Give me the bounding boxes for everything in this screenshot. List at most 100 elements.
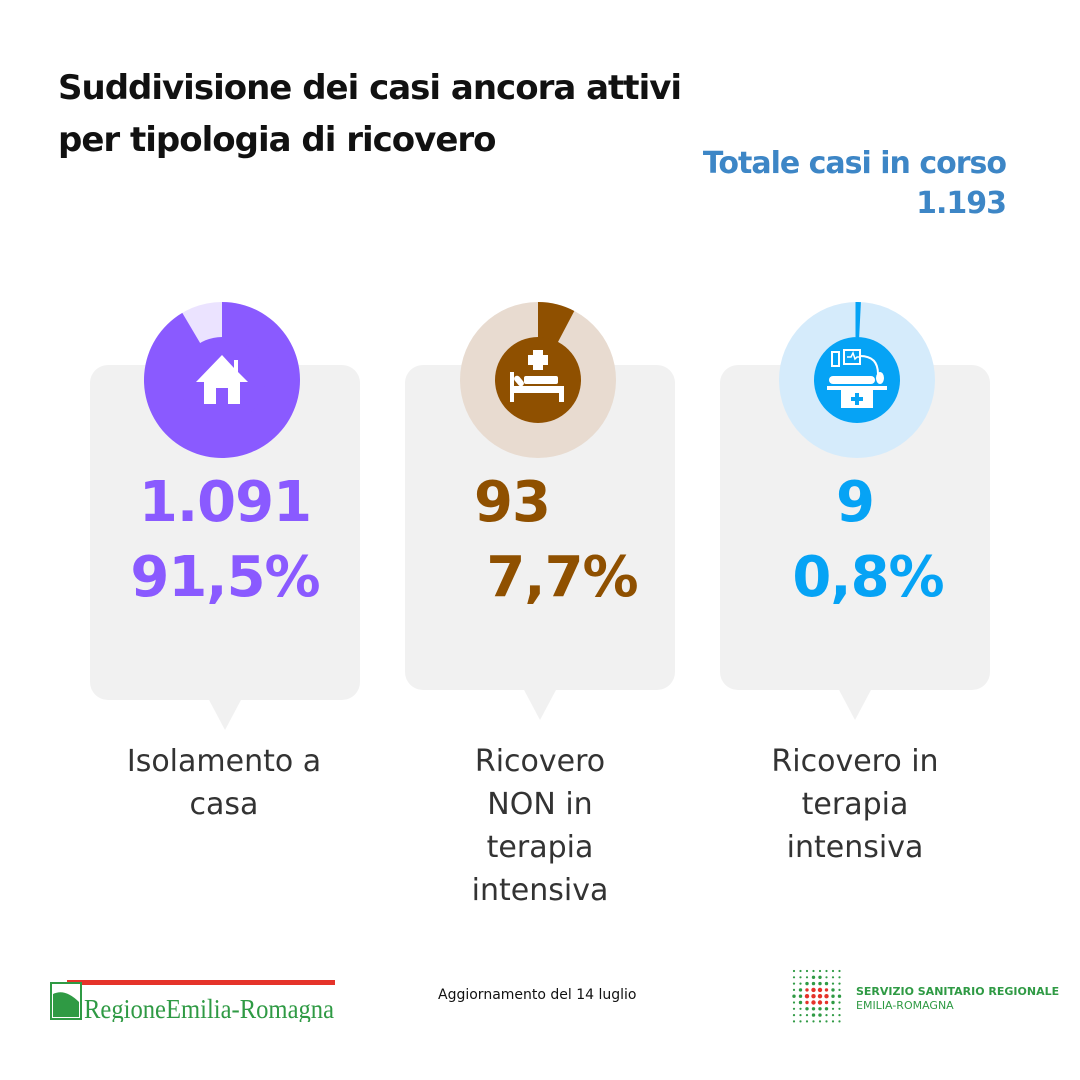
label-line: intensiva bbox=[786, 830, 924, 865]
donut-segment bbox=[855, 302, 859, 337]
ssr-dot bbox=[818, 981, 822, 986]
ssr-dot bbox=[805, 1014, 809, 1017]
ssr-dot bbox=[792, 1001, 796, 1004]
ssr-dot bbox=[838, 988, 841, 991]
house-icon bbox=[196, 355, 248, 404]
ssr-dot bbox=[831, 994, 835, 998]
ssr-dot bbox=[831, 1014, 835, 1017]
label-line: casa bbox=[189, 787, 259, 822]
ssr-dot bbox=[812, 1020, 815, 1023]
ssr-dot bbox=[811, 981, 816, 986]
label-line: intensiva bbox=[471, 873, 609, 908]
label-home: Isolamento a casa bbox=[74, 740, 374, 826]
label-line: terapia bbox=[486, 830, 594, 865]
ssr-dot bbox=[805, 1007, 809, 1011]
title-line: Suddivisione dei casi ancora attivi bbox=[58, 68, 682, 108]
update-date: Aggiornamento del 14 luglio bbox=[438, 987, 637, 1003]
ssr-dot bbox=[799, 982, 802, 985]
ssr-dot bbox=[811, 994, 816, 999]
ssr-dot bbox=[831, 1007, 835, 1010]
ssr-dot bbox=[838, 1001, 841, 1004]
ssr-dot bbox=[812, 969, 815, 973]
ssr-dot bbox=[799, 1007, 802, 1010]
intensive-care-icon bbox=[827, 349, 887, 408]
total-label: Totale casi in corso bbox=[702, 146, 1007, 181]
ssr-line2: EMILIA-ROMAGNA bbox=[856, 999, 954, 1012]
ssr-dot bbox=[818, 975, 822, 979]
ssr-dot bbox=[838, 1020, 841, 1023]
label-line: Ricovero in bbox=[771, 744, 939, 779]
ssr-dot bbox=[811, 987, 816, 993]
ssr-dot bbox=[838, 1007, 841, 1010]
ssr-dot bbox=[792, 988, 796, 991]
ssr-dot bbox=[824, 994, 829, 999]
label-non-icu: Ricovero NON in terapia intensiva bbox=[390, 740, 690, 912]
percent-home: 91,5% bbox=[130, 545, 320, 610]
donut-home-isolation bbox=[143, 302, 300, 458]
label-line: Isolamento a bbox=[126, 744, 322, 779]
ssr-dot bbox=[805, 1020, 809, 1023]
ssr-dot bbox=[838, 1014, 841, 1017]
ssr-dot bbox=[805, 981, 809, 986]
donut-hospital-non-icu bbox=[460, 302, 616, 458]
ssr-dot bbox=[818, 969, 822, 973]
ssr-dot bbox=[799, 976, 802, 979]
ssr-dot bbox=[811, 1007, 816, 1011]
donut-icu bbox=[779, 302, 935, 458]
ssr-dot bbox=[817, 987, 823, 993]
ssr-dot bbox=[817, 994, 823, 999]
label-icu: Ricovero in terapia intensiva bbox=[705, 740, 1005, 869]
ssr-dot bbox=[798, 994, 803, 998]
ssr-dot bbox=[805, 976, 809, 979]
ssr-dot bbox=[792, 1020, 796, 1023]
ssr-dot bbox=[792, 1014, 796, 1017]
ssr-dot bbox=[831, 976, 835, 979]
ssr-logo-dots bbox=[792, 969, 842, 1023]
ssr-dot bbox=[831, 1020, 835, 1023]
percent-non-icu: 7,7% bbox=[486, 545, 638, 610]
ssr-dot bbox=[824, 1007, 829, 1011]
count-non-icu: 93 bbox=[474, 470, 551, 535]
ssr-dot bbox=[838, 982, 841, 985]
ssr-dot bbox=[837, 994, 842, 998]
total-value: 1.193 bbox=[916, 186, 1007, 221]
ssr-dot bbox=[805, 969, 809, 973]
label-line: Ricovero bbox=[474, 744, 606, 779]
ssr-dot bbox=[831, 1000, 835, 1005]
percent-icu: 0,8% bbox=[792, 545, 944, 610]
ssr-dot bbox=[798, 988, 803, 992]
regione-emilia-romagna-logo: RegioneEmilia-Romagna bbox=[50, 980, 335, 1022]
title-line: per tipologia di ricovero bbox=[58, 120, 497, 160]
ssr-dot bbox=[831, 988, 835, 992]
ssr-dot bbox=[792, 1007, 796, 1010]
ssr-dot bbox=[792, 969, 796, 973]
ssr-dot bbox=[838, 969, 841, 973]
ssr-dot bbox=[799, 1020, 802, 1023]
ssr-dot bbox=[825, 1020, 828, 1023]
label-line: terapia bbox=[801, 787, 909, 822]
count-icu: 9 bbox=[836, 470, 875, 535]
ssr-text: SERVIZIO SANITARIO REGIONALE EMILIA-ROMA… bbox=[856, 985, 1059, 1013]
ssr-dot bbox=[825, 1014, 828, 1017]
ssr-dot bbox=[825, 969, 828, 973]
ssr-dot bbox=[825, 976, 828, 979]
hospital-bed-icon bbox=[510, 350, 564, 402]
ssr-dot bbox=[831, 969, 835, 973]
total-cases: Totale casi in corso 1.193 bbox=[702, 144, 1007, 224]
ssr-dot bbox=[824, 1000, 829, 1005]
ssr-dot bbox=[818, 1020, 822, 1023]
ssr-dot bbox=[799, 1014, 802, 1017]
ssr-dot bbox=[818, 1007, 822, 1011]
label-line: NON in bbox=[487, 787, 593, 822]
ssr-dot bbox=[811, 975, 816, 979]
svg-text:RegioneEmilia-Romagna: RegioneEmilia-Romagna bbox=[84, 994, 334, 1022]
ssr-dot bbox=[824, 988, 829, 992]
ssr-dot bbox=[804, 994, 810, 999]
ssr-dot bbox=[811, 1000, 816, 1005]
ssr-dot bbox=[831, 982, 835, 985]
count-home: 1.091 bbox=[138, 470, 312, 535]
ssr-dot bbox=[799, 969, 802, 973]
ssr-dot bbox=[792, 976, 796, 979]
ssr-dot bbox=[818, 1013, 822, 1017]
ssr-dot bbox=[792, 982, 796, 985]
